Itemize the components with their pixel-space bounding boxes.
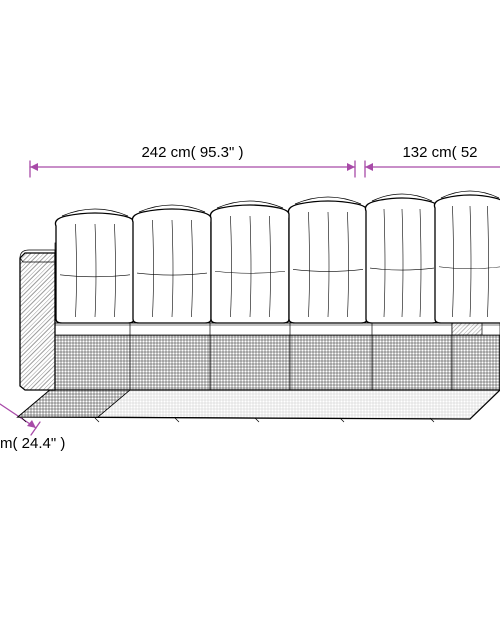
foot: [22, 418, 26, 422]
dim-top-right-label: 132 cm( 52: [402, 144, 477, 161]
arm-left-side: [20, 253, 55, 390]
dim-top-main-label: 242 cm( 95.3" ): [141, 144, 243, 161]
foot: [175, 418, 179, 422]
arrow-head: [347, 163, 355, 171]
foot: [95, 418, 99, 422]
back-cushion-6: [434, 195, 500, 323]
sofa-dimension-diagram: 242 cm( 95.3" )132 cm( 5255 cm( 21.7" )m…: [0, 0, 500, 641]
sofa-base-front: [50, 335, 500, 390]
dim-depth-label: m( 24.4" ): [0, 435, 65, 452]
arrow-head: [365, 163, 373, 171]
arrow-head: [30, 163, 38, 171]
dim-depth-arrow: [27, 420, 36, 428]
floor-rest: [98, 390, 500, 419]
